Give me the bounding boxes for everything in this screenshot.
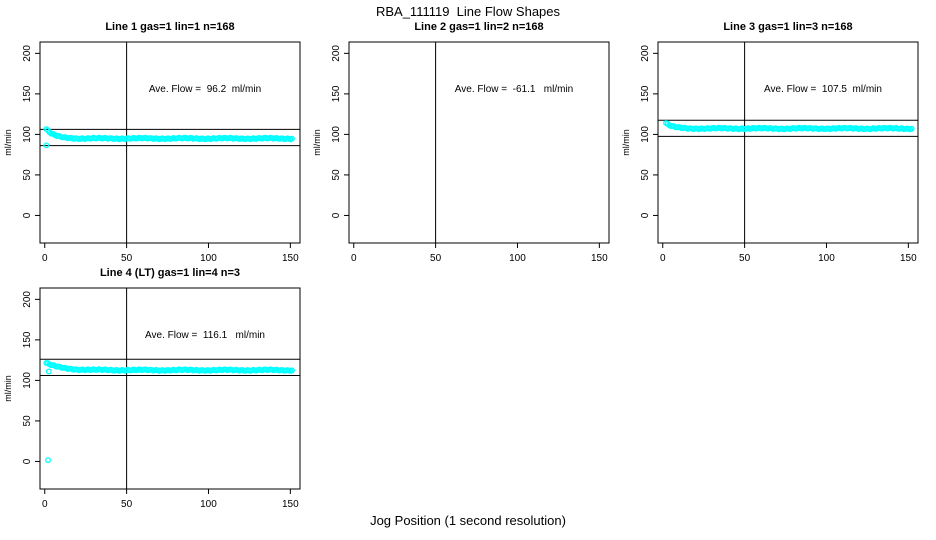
- x-tick-label: 150: [591, 253, 608, 264]
- x-tick-label: 0: [42, 499, 48, 510]
- plot-box: [348, 41, 610, 244]
- panel-title: Line 4 (LT) gas=1 lin=4 n=3: [100, 267, 240, 279]
- x-tick-label: 100: [200, 499, 217, 510]
- y-tick-label: 0: [22, 212, 33, 218]
- y-axis-label: ml/min: [621, 129, 631, 156]
- y-tick-label: 200: [640, 45, 651, 62]
- y-tick-label: 150: [640, 85, 651, 102]
- y-tick-label: 100: [22, 126, 33, 143]
- x-tick-label: 150: [282, 253, 299, 264]
- y-tick-label: 200: [22, 291, 33, 308]
- x-tick-label: 0: [351, 253, 357, 264]
- panel-2: Line 2 gas=1 lin=2 n=168 0 50 100 150 0 50 100 1…: [312, 21, 610, 264]
- data-points: [43, 126, 295, 149]
- plot-box: [39, 287, 301, 490]
- ave-flow-annotation: Ave. Flow = -61.1 ml/min: [455, 84, 573, 95]
- data-point: [45, 457, 51, 464]
- y-tick-label: 200: [331, 45, 342, 62]
- y-axis-label: ml/min: [3, 129, 13, 156]
- plot-box: [39, 41, 301, 244]
- y-tick-label: 100: [331, 126, 342, 143]
- ave-flow-annotation: Ave. Flow = 96.2 ml/min: [149, 84, 261, 95]
- data-point: [289, 367, 295, 374]
- y-tick-label: 150: [22, 85, 33, 102]
- y-tick-label: 200: [22, 45, 33, 62]
- panel-1: Line 1 gas=1 lin=1 n=168 0 50 100 150 0 50 100 1…: [3, 21, 301, 264]
- y-tick-label: 50: [22, 415, 33, 427]
- data-point: [289, 135, 295, 142]
- y-tick-label: 50: [22, 169, 33, 181]
- y-tick-label: 0: [22, 458, 33, 464]
- data-point: [43, 142, 50, 149]
- x-tick-label: 150: [900, 253, 917, 264]
- y-tick-label: 0: [331, 212, 342, 218]
- panel-4: Line 4 (LT) gas=1 lin=4 n=3 0 50 100 150 0 50 1…: [3, 267, 301, 510]
- plot-box: [657, 41, 919, 244]
- x-tick-label: 0: [42, 253, 48, 264]
- x-tick-label: 0: [660, 253, 666, 264]
- panel-3: Line 3 gas=1 lin=3 n=168 0 50 100 150 0 50 100 1…: [621, 21, 919, 264]
- x-tick-label: 100: [200, 253, 217, 264]
- x-axis-title: Jog Position (1 second resolution): [370, 513, 566, 528]
- x-tick-label: 150: [282, 499, 299, 510]
- y-axis-label: ml/min: [3, 375, 13, 402]
- y-tick-label: 100: [640, 126, 651, 143]
- y-axis-label: ml/min: [312, 129, 322, 156]
- y-tick-label: 100: [22, 372, 33, 389]
- data-point: [908, 125, 915, 132]
- x-tick-label: 50: [430, 253, 442, 264]
- y-tick-label: 0: [640, 212, 651, 218]
- y-tick-label: 150: [331, 85, 342, 102]
- panel-title: Line 1 gas=1 lin=1 n=168: [105, 21, 234, 33]
- x-tick-label: 50: [739, 253, 751, 264]
- figure-title: RBA_111119 Line Flow Shapes: [375, 4, 561, 19]
- data-points: [43, 360, 295, 464]
- y-tick-label: 150: [22, 331, 33, 348]
- panel-title: Line 2 gas=1 lin=2 n=168: [414, 21, 543, 33]
- panel-title: Line 3 gas=1 lin=3 n=168: [723, 21, 852, 33]
- x-tick-label: 50: [121, 253, 133, 264]
- ave-flow-annotation: Ave. Flow = 116.1 ml/min: [145, 330, 265, 341]
- y-tick-label: 50: [640, 169, 651, 181]
- x-tick-label: 100: [509, 253, 526, 264]
- x-tick-label: 50: [121, 499, 133, 510]
- x-tick-label: 100: [818, 253, 835, 264]
- ave-flow-annotation: Ave. Flow = 107.5 ml/min: [764, 84, 882, 95]
- data-points: [663, 120, 915, 133]
- y-tick-label: 50: [331, 169, 342, 181]
- data-point: [45, 368, 52, 375]
